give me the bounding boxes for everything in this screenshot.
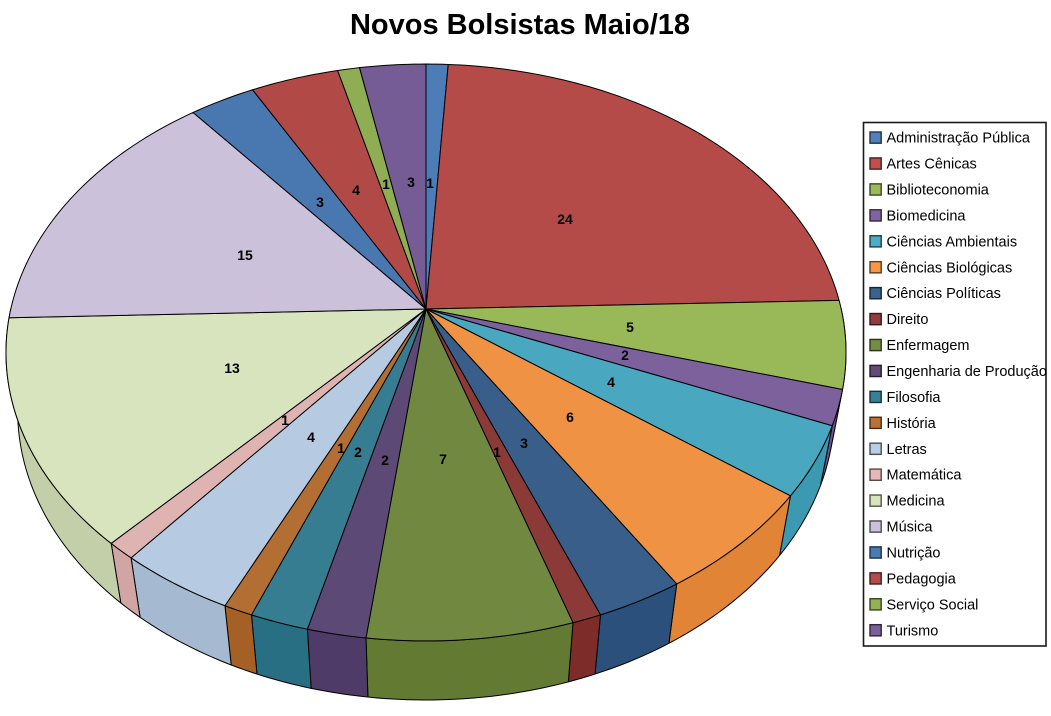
svg-text:Novos Bolsistas Maio/18: Novos Bolsistas Maio/18: [350, 9, 690, 41]
svg-text:Enfermagem: Enfermagem: [887, 338, 970, 354]
svg-text:3: 3: [520, 435, 528, 451]
svg-text:1: 1: [281, 412, 289, 428]
svg-text:Biblioteconomia: Biblioteconomia: [887, 182, 990, 198]
svg-text:2: 2: [621, 347, 629, 363]
svg-text:6: 6: [566, 409, 574, 425]
svg-text:Serviço Social: Serviço Social: [887, 597, 979, 613]
svg-text:Turismo: Turismo: [887, 623, 939, 639]
svg-text:4: 4: [607, 374, 615, 390]
svg-text:3: 3: [316, 194, 324, 210]
svg-text:Artes Cênicas: Artes Cênicas: [887, 157, 977, 173]
svg-text:1: 1: [337, 440, 345, 456]
svg-text:1: 1: [382, 176, 390, 192]
svg-text:Música: Música: [887, 520, 934, 536]
svg-text:2: 2: [354, 444, 362, 460]
svg-text:4: 4: [307, 429, 315, 445]
svg-text:Administração Pública: Administração Pública: [887, 131, 1031, 147]
svg-text:7: 7: [439, 451, 447, 467]
svg-text:Nutrição: Nutrição: [887, 545, 941, 561]
svg-text:24: 24: [557, 211, 573, 227]
svg-text:2: 2: [381, 452, 389, 468]
svg-text:Biomedicina: Biomedicina: [887, 208, 967, 224]
svg-text:1: 1: [426, 175, 434, 191]
svg-text:Matemática: Matemática: [887, 468, 963, 484]
svg-text:5: 5: [626, 319, 634, 335]
svg-text:Medicina: Medicina: [887, 494, 946, 510]
svg-text:15: 15: [237, 247, 253, 263]
svg-text:Ciências Ambientais: Ciências Ambientais: [887, 234, 1018, 250]
svg-text:Ciências Biológicas: Ciências Biológicas: [887, 260, 1013, 276]
svg-text:Filosofia: Filosofia: [887, 390, 942, 406]
svg-text:História: História: [887, 416, 937, 432]
svg-text:1: 1: [493, 444, 501, 460]
svg-text:13: 13: [224, 360, 240, 376]
svg-text:3: 3: [407, 174, 415, 190]
svg-text:Direito: Direito: [887, 312, 929, 328]
svg-text:Pedagogia: Pedagogia: [887, 571, 957, 587]
svg-text:Letras: Letras: [887, 442, 927, 458]
svg-text:Engenharia de Produção: Engenharia de Produção: [887, 364, 1047, 380]
svg-text:Ciências Políticas: Ciências Políticas: [887, 286, 1001, 302]
svg-text:4: 4: [352, 182, 360, 198]
